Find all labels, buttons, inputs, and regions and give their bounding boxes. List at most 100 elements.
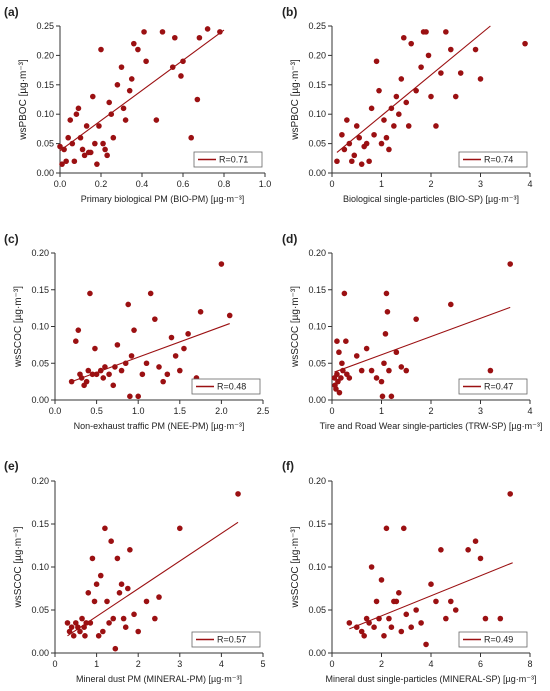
x-tick-label: 1.0: [132, 406, 145, 416]
data-point: [371, 624, 377, 630]
data-point: [81, 624, 87, 630]
x-axis-label: Biological single-particles (BIO-SP) [µg…: [343, 194, 519, 204]
data-point: [68, 624, 75, 630]
data-point: [125, 585, 131, 592]
data-point: [120, 105, 127, 112]
data-point: [384, 309, 391, 315]
y-tick-label: 0.15: [36, 80, 54, 90]
y-tick-label: 0.05: [31, 358, 49, 368]
data-point: [340, 367, 346, 374]
data-point: [152, 615, 158, 622]
data-point: [368, 564, 375, 570]
data-point: [351, 152, 358, 159]
data-point: [341, 146, 348, 153]
data-point: [428, 93, 434, 100]
x-tick-label: 1: [379, 406, 384, 416]
data-point: [180, 58, 186, 65]
y-tick-label: 0.00: [308, 395, 326, 405]
data-point: [169, 64, 176, 70]
data-point: [68, 378, 75, 385]
data-point: [177, 525, 183, 532]
data-point: [135, 46, 141, 53]
y-tick-label: 0.10: [31, 562, 49, 572]
data-point: [408, 40, 415, 47]
data-point: [363, 615, 370, 622]
x-tick-label: 6: [478, 659, 483, 669]
data-point: [106, 99, 112, 106]
data-point: [353, 353, 360, 359]
data-point: [93, 371, 100, 378]
data-point: [135, 393, 141, 400]
data-point: [448, 301, 454, 308]
data-point: [381, 633, 387, 639]
data-point: [497, 615, 504, 622]
x-tick-label: 0.6: [177, 179, 190, 189]
y-tick-label: 0.20: [31, 248, 49, 258]
y-tick-label: 0.05: [308, 139, 326, 149]
data-point: [118, 581, 125, 587]
data-point: [104, 152, 110, 159]
data-point: [381, 117, 387, 123]
data-point: [371, 131, 377, 138]
data-point: [159, 29, 166, 35]
legend-box: [191, 631, 261, 648]
y-tick-label: 0.10: [308, 562, 326, 572]
data-point: [172, 353, 179, 359]
data-point: [131, 611, 137, 618]
data-point: [383, 290, 390, 297]
panel-5: (e) 0.00 0.05 0.10 0.15 0.20 0 1 2 3 4 5 Mineral dus…: [4, 459, 266, 684]
data-point: [218, 261, 225, 267]
data-point: [196, 34, 203, 41]
data-point: [66, 628, 73, 635]
x-tick-label: 2: [428, 406, 433, 416]
data-point: [90, 93, 96, 100]
data-point: [438, 547, 444, 553]
y-tick-label: 0.20: [308, 50, 326, 60]
data-point: [92, 140, 98, 147]
data-point: [87, 620, 94, 626]
data-point: [433, 598, 439, 605]
data-point: [108, 538, 114, 544]
x-tick-label: 2: [428, 179, 433, 189]
x-axis-label: Non-exhaust traffic PM (NEE-PM) [µg·m⁻³]: [74, 421, 245, 431]
x-tick-label: 3: [478, 406, 483, 416]
data-point: [122, 360, 129, 367]
data-point: [89, 371, 96, 378]
legend: R=0.74: [458, 151, 528, 168]
legend-label: R=0.71: [219, 155, 248, 165]
data-point: [178, 73, 184, 79]
y-axis-label: wsSCOC [µg·m⁻³]: [290, 286, 301, 368]
data-point: [118, 367, 125, 374]
x-tick-label: 0.0: [49, 406, 62, 416]
y-tick-label: 0.20: [36, 50, 54, 60]
data-point: [110, 615, 117, 622]
legend: R=0.71: [193, 151, 263, 168]
y-tick-label: 0.10: [308, 322, 326, 332]
data-point: [334, 158, 340, 165]
y-tick-label: 0.10: [308, 109, 326, 119]
data-point: [353, 624, 360, 630]
data-point: [477, 555, 484, 562]
data-point: [353, 123, 360, 129]
data-point: [403, 99, 410, 106]
data-point: [418, 64, 424, 70]
y-tick-label: 0.20: [31, 476, 49, 486]
data-point: [156, 594, 162, 600]
data-point: [79, 146, 86, 153]
data-point: [95, 633, 102, 639]
x-tick-label: 1: [379, 179, 384, 189]
data-point: [181, 345, 187, 352]
data-point: [197, 309, 204, 315]
data-point: [116, 590, 123, 596]
data-point: [82, 633, 88, 639]
data-point: [443, 615, 449, 622]
x-tick-label: 0.8: [218, 179, 231, 189]
data-point: [118, 64, 125, 70]
data-point: [73, 338, 79, 345]
y-tick-label: 0.05: [308, 358, 326, 368]
data-point: [226, 312, 233, 319]
legend: R=0.57: [191, 631, 261, 648]
data-point: [373, 598, 380, 605]
data-point: [358, 161, 365, 167]
data-point: [143, 360, 150, 367]
